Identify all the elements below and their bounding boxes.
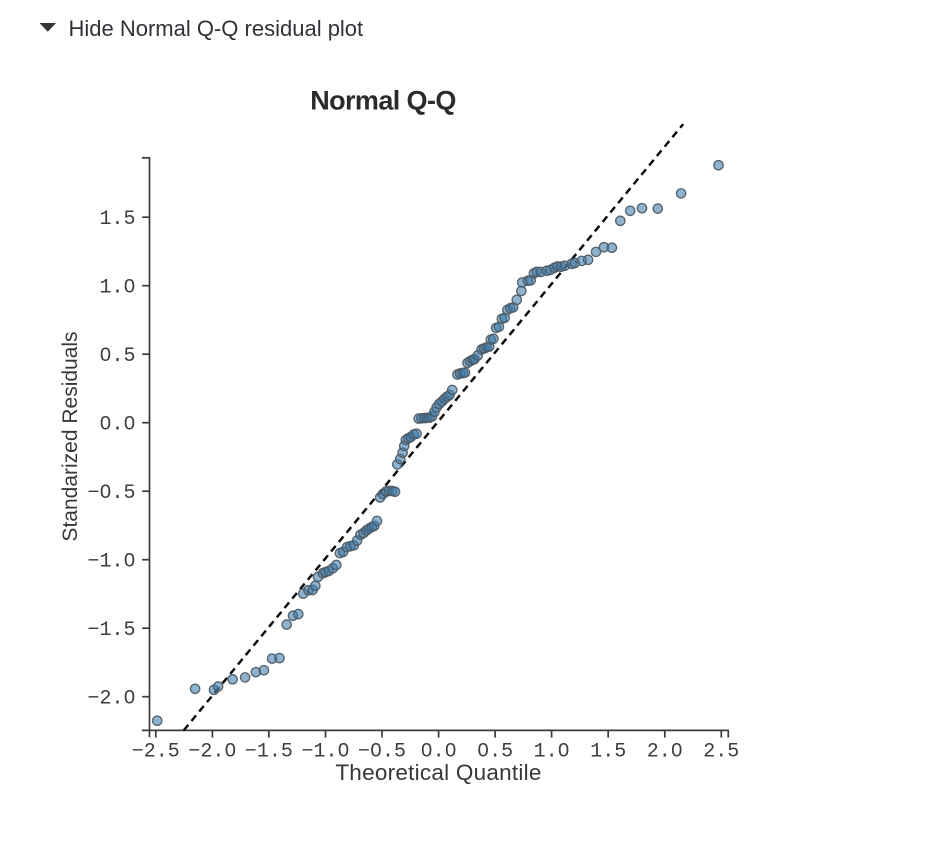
svg-text:−1.5: −1.5 <box>245 740 293 763</box>
svg-text:−2.5: −2.5 <box>132 740 180 763</box>
svg-text:1.0: 1.0 <box>534 740 570 763</box>
svg-text:Hide Normal Q-Q residual plot: Hide Normal Q-Q residual plot <box>69 16 364 41</box>
svg-text:0.5: 0.5 <box>99 345 135 368</box>
svg-text:Standarized Residuals: Standarized Residuals <box>59 331 82 541</box>
svg-text:−2.0: −2.0 <box>188 740 236 763</box>
svg-text:Normal Q-Q: Normal Q-Q <box>310 86 456 116</box>
svg-text:−1.0: −1.0 <box>87 551 135 574</box>
svg-text:2.0: 2.0 <box>647 740 683 763</box>
svg-text:0.5: 0.5 <box>477 740 513 763</box>
svg-text:−1.0: −1.0 <box>301 740 349 763</box>
svg-text:−2.0: −2.0 <box>87 688 135 711</box>
svg-text:1.0: 1.0 <box>99 277 135 300</box>
svg-text:0.0: 0.0 <box>99 414 135 437</box>
svg-text:−1.5: −1.5 <box>87 619 135 642</box>
svg-text:2.5: 2.5 <box>703 740 739 763</box>
svg-text:0.0: 0.0 <box>421 740 457 763</box>
svg-text:−0.5: −0.5 <box>87 482 135 505</box>
svg-text:Theoretical Quantile: Theoretical Quantile <box>335 760 541 785</box>
svg-text:1.5: 1.5 <box>99 208 135 231</box>
svg-text:1.5: 1.5 <box>590 740 626 763</box>
svg-text:−0.5: −0.5 <box>358 740 406 763</box>
